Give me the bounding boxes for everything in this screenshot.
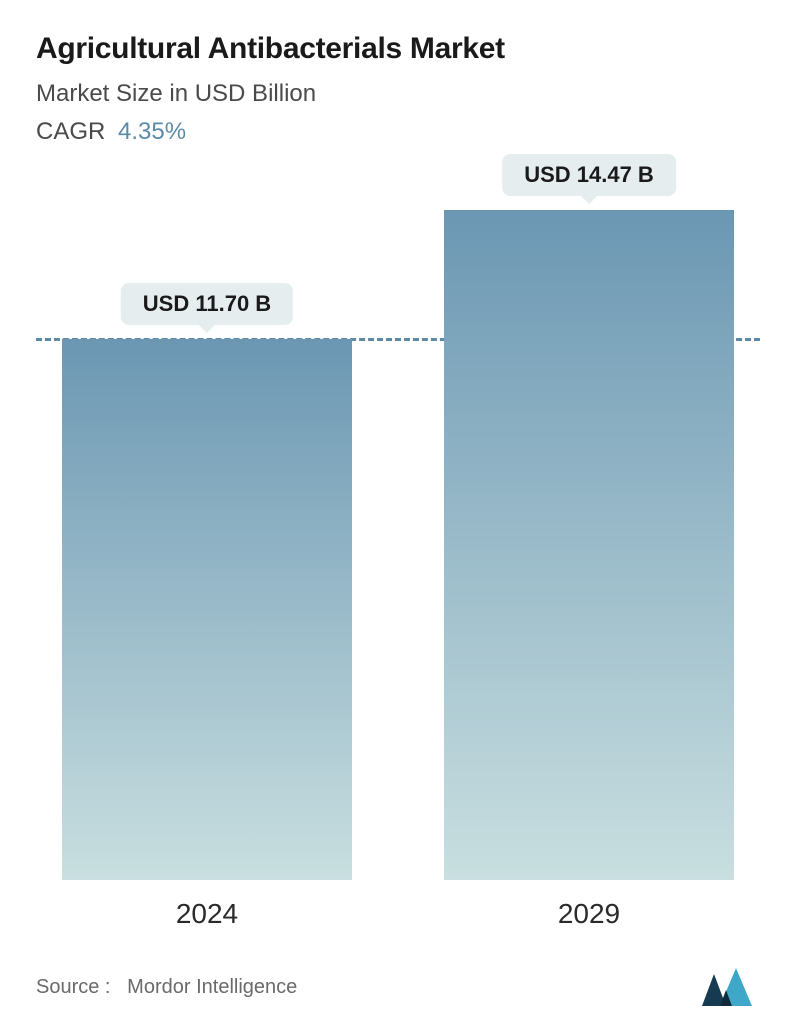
x-label-0: 2024 <box>62 898 352 930</box>
footer: Source : Mordor Intelligence <box>36 968 760 1006</box>
source-text: Source : Mordor Intelligence <box>36 976 297 999</box>
value-pill-0: USD 11.70 B <box>121 283 293 325</box>
mordor-logo-icon <box>702 968 760 1006</box>
source-label: Source : <box>36 976 110 998</box>
source-name: Mordor Intelligence <box>127 976 297 998</box>
cagr-value: 4.35% <box>118 118 186 145</box>
chart-title: Agricultural Antibacterials Market <box>36 32 760 66</box>
bar-col-1: USD 14.47 B <box>444 210 734 880</box>
cagr-label: CAGR <box>36 118 105 145</box>
bar-1 <box>444 210 734 880</box>
chart-area: USD 11.70 B USD 14.47 B 2024 2029 <box>36 210 760 924</box>
chart-subtitle: Market Size in USD Billion <box>36 80 760 108</box>
bar-0 <box>62 339 352 880</box>
cagr-row: CAGR 4.35% <box>36 118 760 146</box>
x-label-1: 2029 <box>444 898 734 930</box>
bar-col-0: USD 11.70 B <box>62 210 352 880</box>
bars-wrap: USD 11.70 B USD 14.47 B <box>36 210 760 880</box>
value-pill-1: USD 14.47 B <box>502 154 676 196</box>
chart-container: Agricultural Antibacterials Market Marke… <box>0 0 796 1034</box>
x-axis-labels: 2024 2029 <box>36 898 760 930</box>
